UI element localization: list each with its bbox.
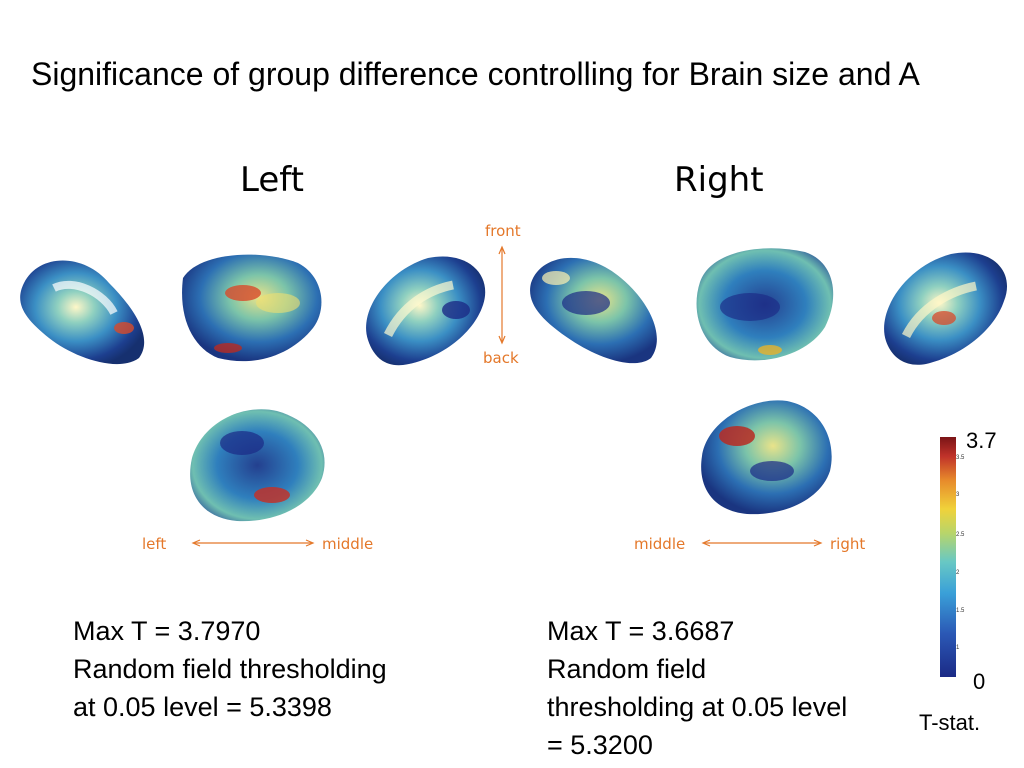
middle-right-arrow [701,539,823,547]
left-middle-arrow [191,539,315,547]
left-threshold-line2: at 0.05 level = 5.3398 [73,692,332,722]
left-shape-medial [366,256,486,366]
left-hemisphere-label: Left [240,160,304,200]
right-stats: Max T = 3.6687 Random field thresholding… [547,612,847,764]
colorbar-unit-label: T-stat. [919,710,981,735]
right-axis-start-label: middle [634,535,686,553]
right-threshold-line3: = 5.3200 [547,730,653,760]
colorbar-tick: 1.5 [956,608,965,614]
left-shape-lateral [20,260,145,365]
colorbar-tick: 3 [956,492,960,498]
slide-title: Significance of group difference control… [31,56,920,92]
left-shape-top [182,254,322,362]
right-shape-lateral [884,252,1008,365]
right-threshold-line1: Random field [547,654,707,684]
right-shape-bottom [701,400,832,515]
back-label: back [483,349,519,367]
left-threshold-line1: Random field thresholding [73,654,387,684]
colorbar-tick: 2.5 [956,532,965,538]
right-threshold-line2: thresholding at 0.05 level [547,692,848,722]
front-back-arrow [498,245,506,345]
left-axis-end-label: middle [322,535,374,553]
colorbar-max-label: 3.7 [966,428,997,453]
front-label: front [485,222,521,240]
colorbar [940,437,956,677]
left-stats: Max T = 3.7970 Random field thresholding… [73,612,387,726]
left-max-t: Max T = 3.7970 [73,616,261,646]
right-hemisphere-label: Right [674,160,764,200]
colorbar-tick: 1 [956,645,960,651]
right-shape-medial [530,257,657,364]
left-shape-bottom [190,409,325,522]
left-axis-start-label: left [142,535,167,553]
right-axis-end-label: right [830,535,866,553]
colorbar-tick: 2 [956,570,960,576]
right-shape-top [696,248,834,361]
colorbar-tick: 3.5 [956,455,965,461]
colorbar-min-label: 0 [973,669,986,694]
right-max-t: Max T = 3.6687 [547,616,735,646]
